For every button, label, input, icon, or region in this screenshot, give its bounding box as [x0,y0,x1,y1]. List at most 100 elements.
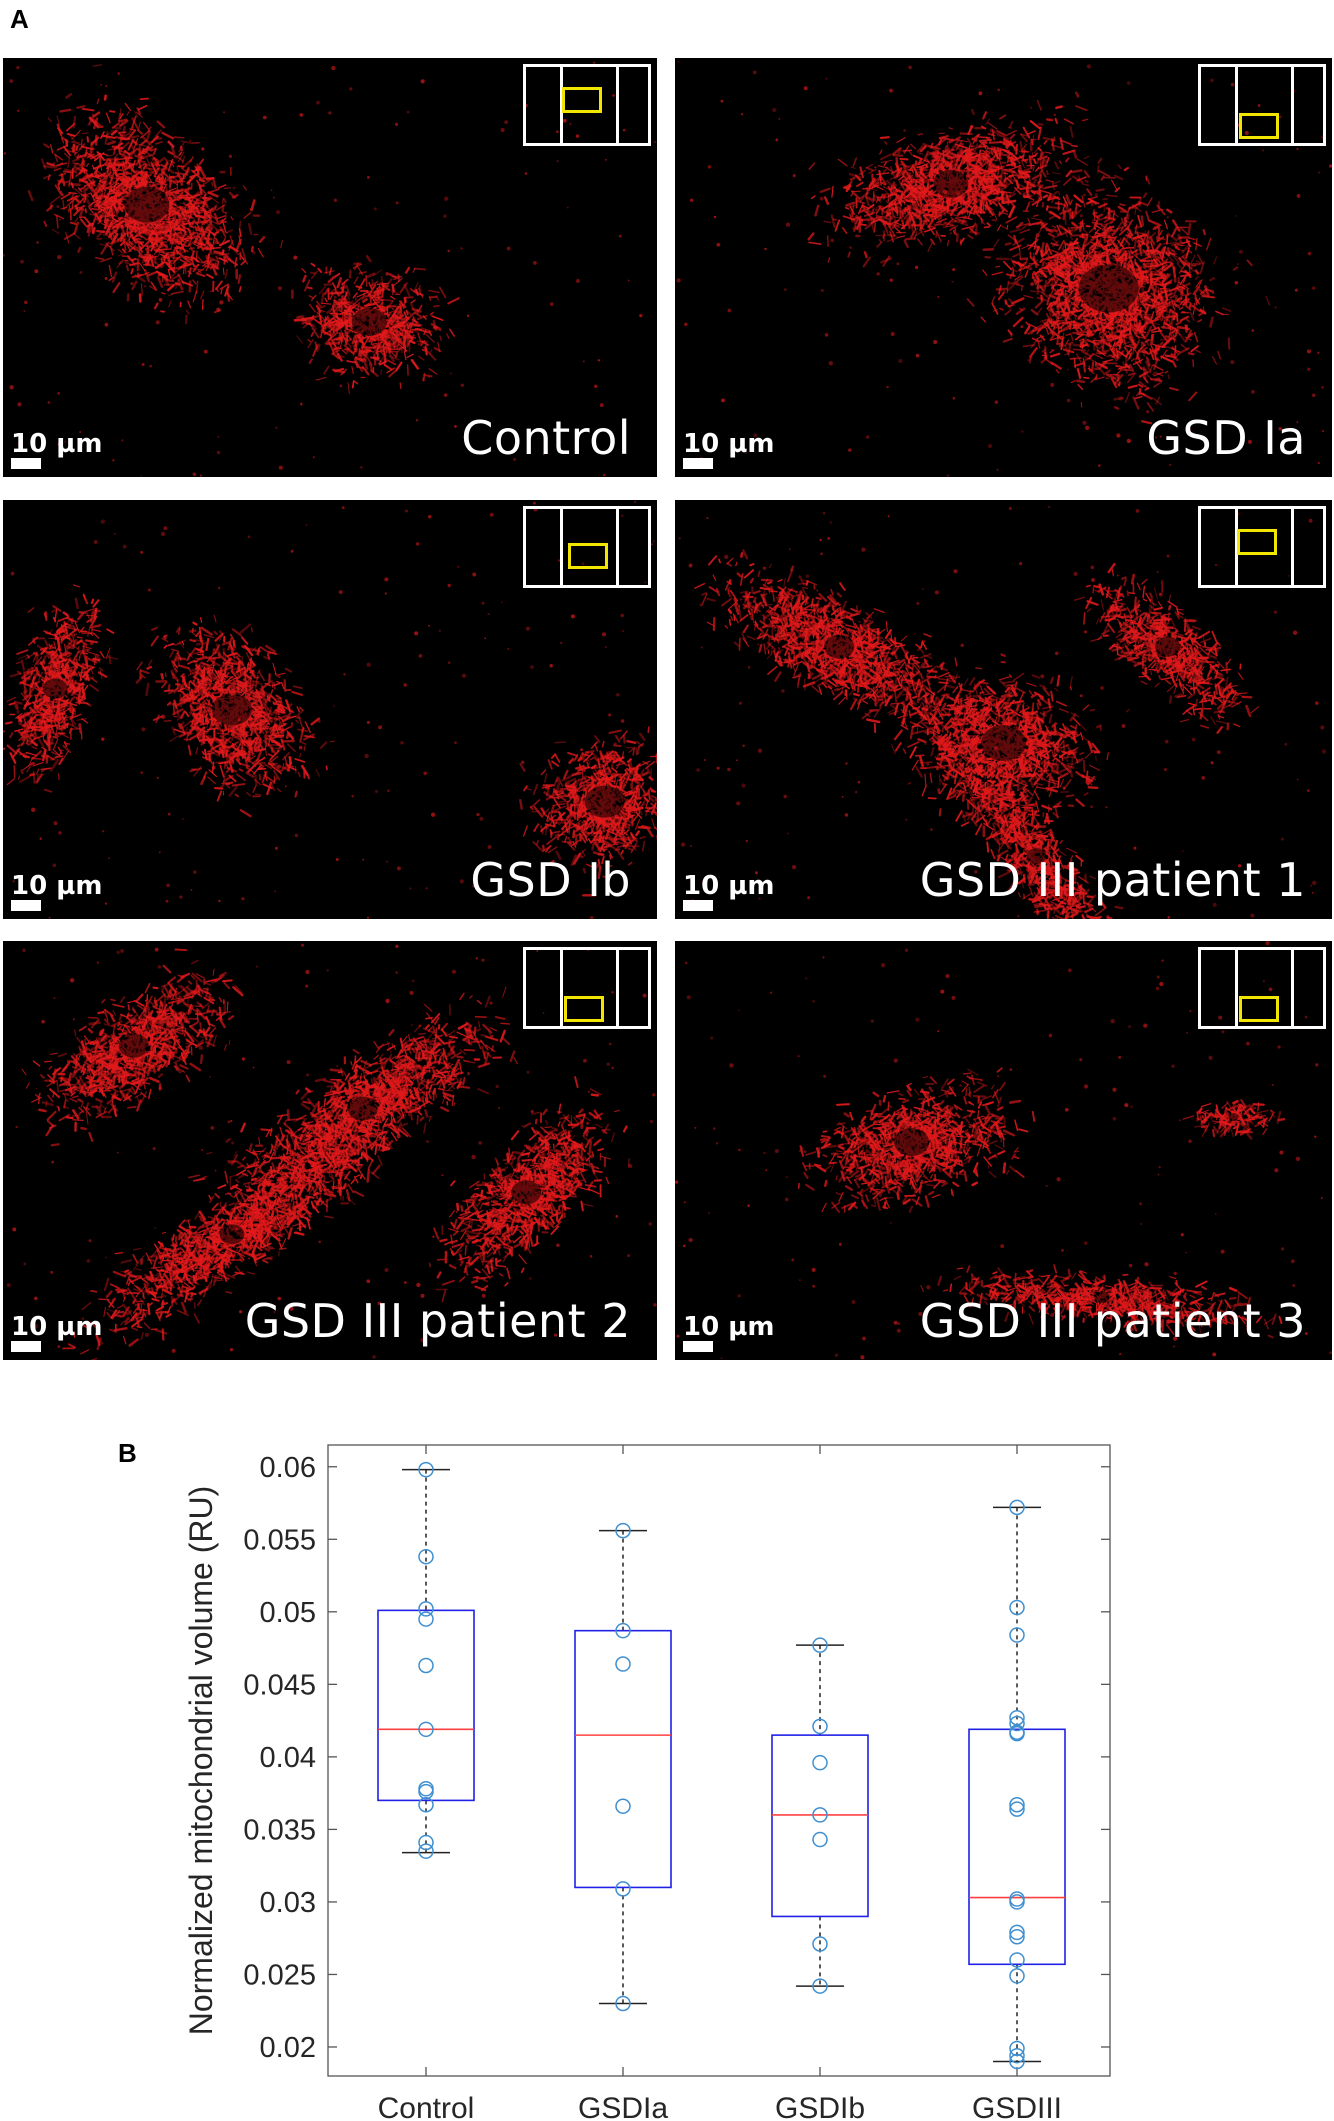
mitochondrion [901,184,911,196]
mitochondrion [348,269,352,279]
mitochondrion [64,168,78,174]
mitochondrion [1062,149,1076,156]
mitochondrion [88,207,97,217]
mitochondrion [192,233,202,239]
mitochondrion [1022,126,1031,139]
mitochondrion [447,297,460,305]
mitochondrion [1065,169,1073,178]
mitochondrion [1068,232,1073,240]
mitochondrion [147,126,152,132]
mitochondrion [870,219,875,232]
mitochondrion [1081,118,1089,122]
mitochondrion [396,313,404,321]
mitochondrion [375,345,380,355]
mitochondrion [894,194,906,204]
mitochondrion [845,201,856,207]
mitochondrion [78,143,86,151]
mitochondrion [1172,314,1176,321]
mitochondrion [980,195,984,207]
mitochondrion [1070,309,1083,314]
mitochondrion [428,289,440,294]
mitochondrion [939,214,943,220]
mitochondrion [101,176,109,187]
mitochondrion [1041,291,1050,300]
mitochondrion [400,348,403,354]
mitochondrion [311,316,323,326]
mitochondrion [201,202,206,209]
mitochondrion [1057,191,1061,196]
mitochondrion [410,299,416,304]
mitochondrion [197,217,206,226]
mitochondrion [898,181,907,192]
mitochondrion [850,190,861,200]
mitochondrion [905,207,911,212]
mitochondrion [215,255,219,261]
mitochondrion [177,279,184,291]
mitochondrion [95,196,105,205]
mitochondrion [930,238,936,246]
mitochondrion [966,168,972,176]
mitochondrion [935,231,938,238]
mitochondrion [221,219,227,232]
mitochondrion [909,195,915,206]
mitochondrion [917,157,923,165]
mitochondrion [107,241,113,246]
mitochondrion [1078,222,1086,225]
mitochondrion [849,205,855,215]
mitochondrion [120,152,128,158]
mitochondrion [460,383,465,387]
mitochondrion [158,219,162,228]
mitochondrion [307,339,314,348]
mitochondrion [40,158,47,170]
mitochondrion [363,349,372,353]
mitochondrion [76,198,85,207]
mitochondrion [991,271,1003,276]
mitochondrion [175,249,187,261]
mitochondrion [988,206,991,214]
mitochondrion [110,129,118,136]
mitochondrion [967,124,973,135]
mitochondrion [1227,337,1231,350]
mitochondrion [1092,211,1098,214]
mitochondrion [1092,352,1104,360]
mitochondrion [852,220,859,230]
mitochondrion [1154,256,1162,265]
mitochondrion [1145,303,1152,307]
mitochondrion [1117,324,1128,329]
mitochondrion [403,333,409,337]
mitochondrion [199,206,205,212]
mitochondrion [622,128,626,132]
mitochondrion [189,156,194,163]
mitochondrion [1195,280,1202,288]
mitochondrion [103,208,114,218]
mitochondrion [854,215,862,225]
mitochondrion [1137,244,1143,257]
mitochondrion [1020,159,1026,169]
mitochondrion [167,158,174,172]
mitochondrion [1025,321,1030,327]
mitochondrion [1083,229,1092,238]
mitochondrion [403,297,407,304]
mitochondrion [1062,270,1067,275]
mitochondrion [900,178,904,187]
mitochondrion [932,197,938,206]
mitochondrion [155,141,163,145]
mitochondrion [889,174,900,181]
mitochondrion [1079,260,1086,268]
mitochondrion [1182,282,1191,288]
mitochondrion [1012,237,1025,246]
mitochondrion [927,242,933,252]
mitochondrion [1037,126,1042,141]
mitochondrion [895,167,903,178]
mitochondrion [119,141,130,151]
mitochondrion [849,176,856,181]
mitochondrion [863,251,868,259]
mitochondrion [149,158,154,165]
mitochondrion [979,140,988,148]
mitochondrion [87,116,93,126]
mitochondrion [1112,256,1124,261]
mitochondrion [1069,125,1074,138]
mitochondrion [174,188,184,194]
mitochondrion [375,358,383,362]
mitochondrion [1039,321,1047,332]
